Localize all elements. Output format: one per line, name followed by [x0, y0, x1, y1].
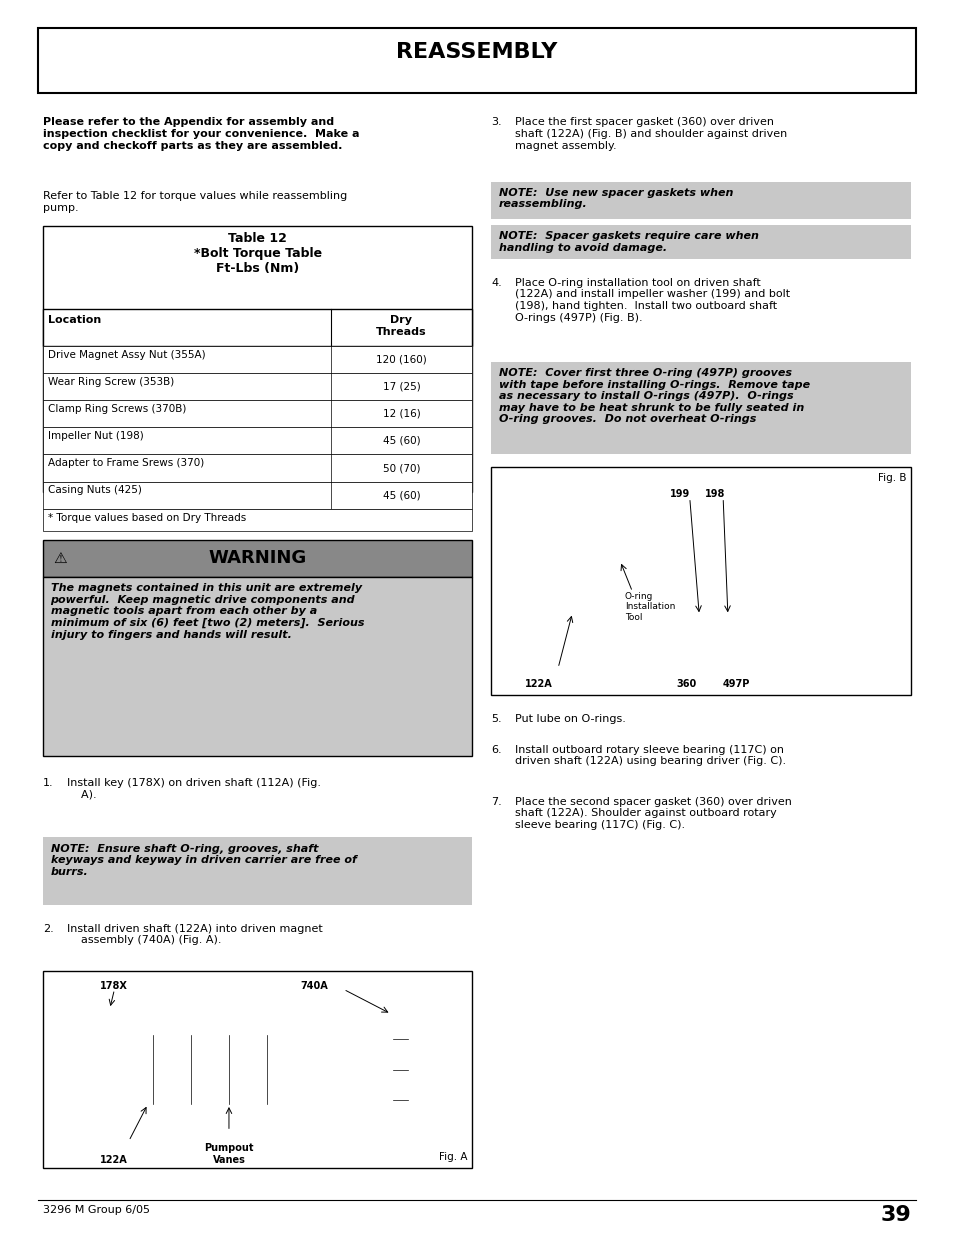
Text: 360: 360	[676, 679, 697, 689]
Bar	[538, 558, 758, 613]
Text: Fig. A: Fig. A	[438, 1152, 467, 1162]
Bar	[43, 427, 472, 454]
Text: 12 (16): 12 (16)	[382, 409, 420, 419]
Text: 45 (60): 45 (60)	[382, 490, 419, 500]
Text: 3296 M Group 6/05: 3296 M Group 6/05	[43, 1205, 150, 1215]
Text: Fig. B: Fig. B	[877, 473, 905, 483]
Text: Refer to Table 12 for torque values while reassembling
pump.: Refer to Table 12 for torque values whil…	[43, 191, 347, 212]
Text: 497P: 497P	[722, 679, 749, 689]
Text: 7.: 7.	[491, 797, 501, 806]
Bar	[95, 1009, 132, 1026]
Text: Install key (178X) on driven shaft (112A) (Fig.
    A).: Install key (178X) on driven shaft (112A…	[67, 778, 320, 799]
Text: Place the first spacer gasket (360) over driven
shaft (122A) (Fig. B) and should: Place the first spacer gasket (360) over…	[515, 117, 786, 151]
Text: 178X: 178X	[100, 981, 128, 990]
Ellipse shape	[382, 1014, 418, 1125]
Text: 3.: 3.	[491, 117, 501, 127]
Bar	[43, 509, 472, 531]
Text: NOTE:  Cover first three O-ring (497P) grooves
with tape before installing O-rin: NOTE: Cover first three O-ring (497P) gr…	[498, 368, 809, 425]
Text: Put lube on O-rings.: Put lube on O-rings.	[515, 714, 625, 724]
Text: Place the second spacer gasket (360) over driven
shaft (122A). Shoulder against : Place the second spacer gasket (360) ove…	[515, 797, 791, 830]
Text: Impeller Nut (198): Impeller Nut (198)	[48, 431, 143, 441]
Text: Place O-ring installation tool on driven shaft
(122A) and install impeller washe: Place O-ring installation tool on driven…	[515, 278, 789, 322]
Ellipse shape	[506, 505, 552, 666]
Bar	[591, 546, 648, 625]
Text: Location: Location	[48, 315, 101, 325]
Text: Table 12
*Bolt Torque Table
Ft-Lbs (Nm): Table 12 *Bolt Torque Table Ft-Lbs (Nm)	[193, 232, 321, 275]
Text: Install driven shaft (122A) into driven magnet
    assembly (740A) (Fig. A).: Install driven shaft (122A) into driven …	[67, 924, 322, 945]
Text: Dry
Threads: Dry Threads	[375, 315, 426, 336]
Text: 122A: 122A	[100, 1155, 128, 1165]
Text: REASSEMBLY: REASSEMBLY	[395, 42, 558, 62]
Text: 120 (160): 120 (160)	[375, 354, 426, 364]
Text: Pumpout
Vanes: Pumpout Vanes	[204, 1144, 253, 1165]
Text: Wear Ring Screw (353B): Wear Ring Screw (353B)	[48, 377, 173, 387]
Bar	[43, 373, 472, 400]
Bar	[43, 309, 472, 346]
Bar	[43, 482, 472, 509]
Text: 39: 39	[880, 1205, 910, 1225]
Bar	[95, 1023, 122, 1116]
Bar	[43, 577, 472, 756]
Bar	[38, 28, 915, 93]
Text: Adapter to Frame Srews (370): Adapter to Frame Srews (370)	[48, 458, 204, 468]
Text: NOTE:  Use new spacer gaskets when
reassembling.: NOTE: Use new spacer gaskets when reasse…	[498, 188, 733, 209]
Text: NOTE:  Ensure shaft O-ring, grooves, shaft
keyways and keyway in driven carrier : NOTE: Ensure shaft O-ring, grooves, shaf…	[51, 844, 356, 877]
Text: 50 (70): 50 (70)	[382, 463, 419, 473]
Text: 1.: 1.	[43, 778, 53, 788]
Bar	[43, 400, 472, 427]
Text: 45 (60): 45 (60)	[382, 436, 419, 446]
Text: WARNING: WARNING	[209, 550, 306, 567]
Bar	[43, 346, 472, 373]
Ellipse shape	[514, 530, 545, 641]
Bar	[43, 971, 472, 1168]
Bar	[43, 540, 472, 577]
Bar	[105, 1035, 319, 1104]
Text: 5.: 5.	[491, 714, 501, 724]
Text: Clamp Ring Screws (370B): Clamp Ring Screws (370B)	[48, 404, 186, 414]
Text: ⚠: ⚠	[53, 551, 67, 566]
Text: 122A: 122A	[524, 679, 552, 689]
Text: O-ring
Installation
Tool: O-ring Installation Tool	[624, 592, 675, 621]
Text: Please refer to the Appendix for assembly and
inspection checklist for your conv: Please refer to the Appendix for assembl…	[43, 117, 359, 151]
Text: Install outboard rotary sleeve bearing (117C) on
driven shaft (122A) using beari: Install outboard rotary sleeve bearing (…	[515, 745, 785, 766]
Bar	[43, 454, 472, 482]
Text: Casing Nuts (425): Casing Nuts (425)	[48, 485, 141, 495]
Text: 17 (25): 17 (25)	[382, 382, 420, 391]
Bar	[491, 225, 910, 259]
Bar	[491, 467, 910, 695]
Text: 6.: 6.	[491, 745, 501, 755]
Text: 4.: 4.	[491, 278, 501, 288]
Text: 198: 198	[704, 489, 725, 499]
Ellipse shape	[723, 561, 736, 610]
Text: 740A: 740A	[300, 981, 328, 990]
Ellipse shape	[374, 989, 427, 1150]
Bar	[491, 362, 910, 454]
Text: 199: 199	[669, 489, 690, 499]
Text: NOTE:  Spacer gaskets require care when
handling to avoid damage.: NOTE: Spacer gaskets require care when h…	[498, 231, 758, 252]
Text: Drive Magnet Assy Nut (355A): Drive Magnet Assy Nut (355A)	[48, 350, 205, 359]
Text: * Torque values based on Dry Threads: * Torque values based on Dry Threads	[48, 513, 246, 522]
Text: 2.: 2.	[43, 924, 53, 934]
Bar	[491, 182, 910, 219]
Text: The magnets contained in this unit are extremely
powerful.  Keep magnetic drive : The magnets contained in this unit are e…	[51, 583, 364, 640]
Bar	[43, 837, 472, 905]
Ellipse shape	[740, 561, 753, 610]
Ellipse shape	[693, 556, 708, 615]
Bar	[43, 226, 472, 492]
